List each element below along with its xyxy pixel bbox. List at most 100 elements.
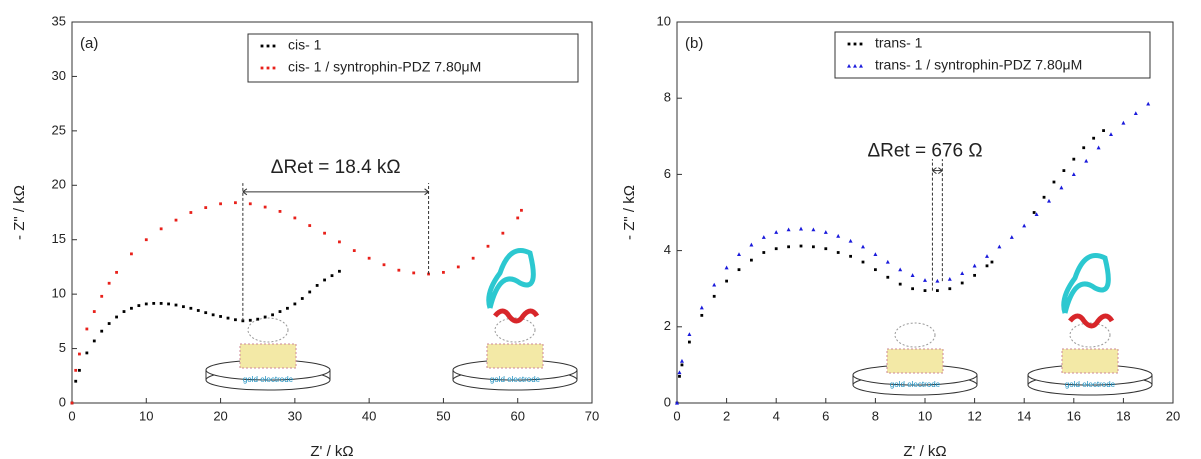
- data-point: [687, 332, 692, 337]
- data-point: [712, 294, 716, 298]
- x-tick-label: 4: [773, 408, 780, 423]
- data-point: [699, 305, 704, 310]
- legend-label: cis- 1 / syntrophin-PDZ 7.80μM: [288, 59, 481, 75]
- data-point: [263, 205, 267, 209]
- data-point: [1009, 235, 1014, 239]
- data-point: [412, 271, 416, 275]
- data-point: [985, 254, 989, 258]
- data-point: [152, 301, 156, 305]
- data-point: [263, 315, 267, 319]
- data-point: [516, 216, 520, 220]
- y-tick-label: 0: [59, 394, 66, 409]
- data-point: [812, 245, 815, 249]
- y-tick-label: 10: [657, 13, 671, 28]
- data-point: [948, 287, 952, 291]
- x-tick-label: 20: [1166, 408, 1180, 423]
- data-point: [1059, 185, 1064, 190]
- x-tick-label: 8: [872, 408, 879, 423]
- data-point: [688, 340, 691, 344]
- inset-label: gold electrode: [1065, 380, 1116, 389]
- data-point: [824, 247, 828, 251]
- data-point: [130, 306, 133, 310]
- y-tick-label: 5: [59, 340, 66, 355]
- molecule: [1069, 322, 1111, 348]
- data-point: [725, 279, 728, 283]
- data-point: [749, 242, 754, 247]
- data-point: [174, 303, 178, 307]
- data-point: [910, 273, 915, 277]
- protein-helix: [493, 308, 540, 324]
- panel-label: (a): [80, 35, 98, 52]
- data-point: [861, 244, 865, 249]
- y-tick-label: 35: [52, 13, 66, 28]
- data-point: [74, 368, 78, 372]
- y-tick-label: 6: [664, 166, 671, 181]
- data-point: [219, 202, 222, 206]
- data-point: [456, 265, 460, 269]
- data-point: [997, 244, 1002, 249]
- data-point: [1092, 136, 1096, 140]
- data-point: [144, 302, 148, 306]
- y-tick-label: 10: [52, 286, 66, 301]
- data-point: [774, 230, 779, 234]
- data-point: [985, 264, 989, 268]
- data-point: [85, 327, 89, 331]
- legend-marker: [266, 66, 270, 70]
- data-point: [679, 358, 684, 363]
- data-point: [486, 244, 490, 248]
- data-point: [762, 251, 766, 254]
- legend-label: trans- 1: [875, 35, 923, 51]
- data-point: [330, 274, 334, 278]
- data-point: [442, 270, 445, 274]
- y-tick-label: 15: [52, 231, 66, 246]
- data-point: [873, 252, 878, 257]
- data-point: [1146, 101, 1151, 106]
- data-point: [286, 306, 289, 310]
- data-point: [1133, 111, 1138, 116]
- molecule: [494, 317, 536, 343]
- data-point: [737, 252, 741, 257]
- data-point: [211, 313, 215, 317]
- monolayer: [239, 343, 297, 369]
- data-point: [960, 281, 964, 285]
- data-point: [675, 400, 679, 405]
- data-point: [308, 290, 312, 294]
- data-point: [338, 269, 341, 273]
- protein: [1061, 253, 1111, 314]
- legend-label: trans- 1 / syntrophin-PDZ 7.80μM: [875, 57, 1082, 73]
- data-point: [1072, 157, 1076, 161]
- data-point: [196, 309, 200, 312]
- data-point: [100, 329, 104, 333]
- data-point: [1084, 158, 1089, 163]
- data-point: [836, 233, 841, 238]
- y-tick-label: 0: [664, 394, 671, 409]
- legend-marker: [853, 42, 857, 46]
- data-point: [1034, 212, 1039, 217]
- data-point: [471, 256, 475, 260]
- legend-marker: [847, 64, 851, 68]
- x-axis-label: Z' / kΩ: [310, 443, 353, 459]
- y-tick-label: 20: [52, 177, 66, 192]
- data-point: [923, 278, 927, 282]
- legend-marker: [266, 44, 270, 48]
- data-point: [204, 311, 208, 315]
- legend-marker: [260, 66, 264, 70]
- data-point: [278, 210, 282, 213]
- data-point: [367, 256, 371, 260]
- molecule: [247, 317, 289, 343]
- data-point: [849, 254, 852, 258]
- data-point: [115, 270, 118, 274]
- data-point: [226, 316, 230, 320]
- data-point: [70, 401, 74, 405]
- data-point: [130, 252, 133, 256]
- x-tick-label: 12: [967, 408, 981, 423]
- data-point: [737, 268, 741, 272]
- data-point: [836, 251, 840, 254]
- legend-marker: [272, 44, 276, 48]
- x-tick-label: 18: [1116, 408, 1130, 423]
- data-point: [308, 224, 312, 227]
- data-point: [973, 273, 976, 277]
- data-point: [271, 313, 274, 317]
- legend-marker: [859, 64, 863, 68]
